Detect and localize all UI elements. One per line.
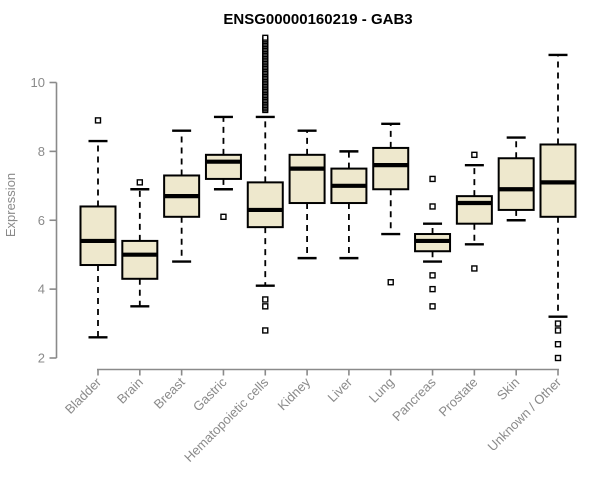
outlier-point: [554, 327, 562, 334]
outlier-point: [429, 303, 436, 310]
box-skin: [497, 136, 535, 222]
iqr-box: [246, 181, 284, 229]
iqr-box: [204, 153, 242, 180]
x-tick-label-gastric: Gastric: [190, 374, 230, 414]
x-tick-label-pancreas: Pancreas: [389, 374, 439, 424]
chart-title: ENSG00000160219 - GAB3: [223, 11, 412, 28]
x-tick-label-bladder: Bladder: [62, 374, 105, 417]
box-kidney: [288, 129, 326, 260]
x-tick-label-prostate: Prostate: [436, 375, 481, 420]
iqr-box: [288, 153, 326, 205]
x-tick-label-skin: Skin: [494, 375, 522, 403]
iqr-box: [79, 205, 117, 267]
y-tick-label: 10: [31, 75, 45, 90]
outlier-point: [429, 203, 436, 210]
iqr-box: [497, 157, 535, 211]
box-breast: [163, 129, 201, 263]
outlier-point: [262, 327, 269, 334]
outlier-point: [554, 320, 562, 327]
outlier-point: [429, 272, 436, 279]
box-lung: [372, 122, 410, 286]
iqr-box: [372, 146, 410, 191]
box-brain: [121, 179, 159, 308]
iqr-box: [455, 195, 493, 225]
outlier-point: [429, 175, 436, 183]
outlier-point: [387, 279, 394, 286]
y-tick-label: 4: [38, 282, 45, 297]
x-tick-label-lung: Lung: [366, 375, 397, 406]
x-tick-label-kidney: Kidney: [274, 374, 313, 413]
box-gastric: [204, 115, 242, 221]
box-unknown-other: [539, 53, 577, 362]
x-tick-label-brain: Brain: [114, 375, 146, 407]
box-pancreas: [414, 175, 452, 310]
box-bladder: [79, 117, 117, 339]
outlier-point: [471, 265, 478, 272]
outlier-point: [136, 179, 144, 186]
y-tick-label: 8: [38, 144, 45, 159]
outlier-point-dense: [262, 34, 269, 41]
iqr-box: [121, 239, 159, 280]
y-axis: 2 4 6 8 10: [31, 75, 58, 366]
box-liver: [330, 150, 368, 260]
y-axis-label: Expression: [3, 173, 18, 237]
outlier-point: [262, 303, 269, 310]
outlier-point: [554, 341, 562, 348]
x-tick-label-liver: Liver: [324, 374, 355, 405]
outlier-point: [554, 354, 562, 362]
outlier-point: [262, 296, 269, 303]
x-tick-label-unknown-other: Unknown / Other: [485, 374, 565, 454]
x-tick-label-breast: Breast: [151, 374, 188, 411]
outlier-point: [429, 285, 436, 293]
y-tick-label: 6: [38, 213, 45, 228]
outlier-point: [94, 117, 102, 124]
box-hematopoietic-cells: [246, 34, 284, 334]
outlier-point: [220, 213, 227, 221]
outlier-point: [471, 151, 478, 159]
box-prostate: [455, 151, 493, 272]
y-tick-label: 2: [38, 351, 45, 366]
